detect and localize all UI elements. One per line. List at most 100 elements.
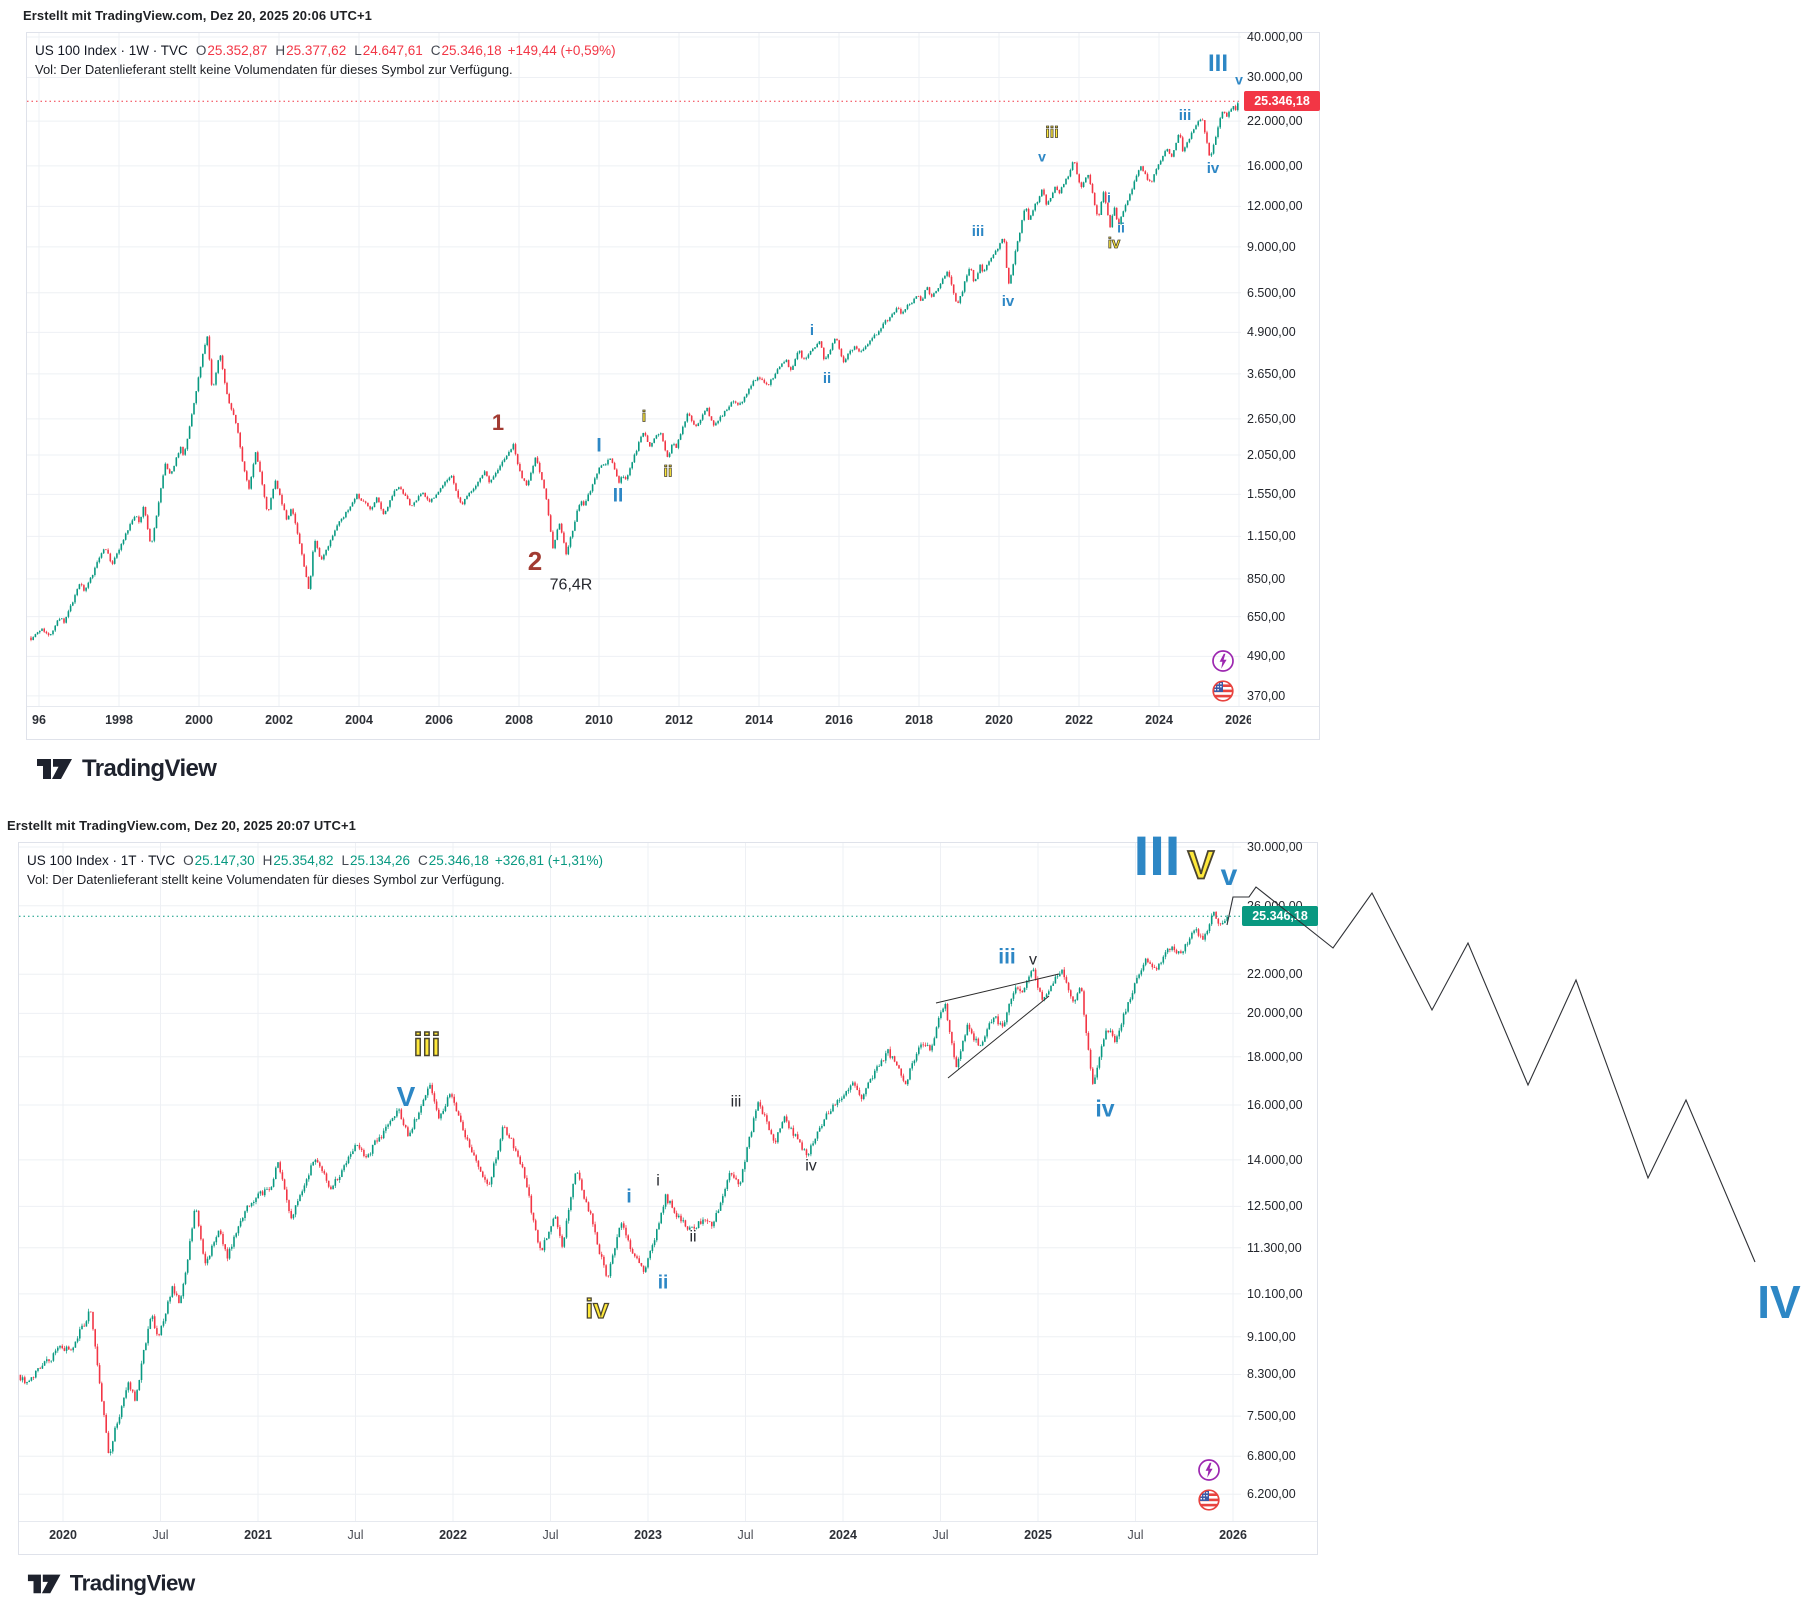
flash-events-icon [1212,650,1234,672]
time-axis-label: 2020 [985,713,1013,727]
tradingview-logo-mark [27,1574,61,1594]
tradingview-logo-mark [37,759,72,779]
time-axis-label: 2020 [49,1528,77,1542]
price-axis-label: 6.500,00 [1247,285,1296,300]
time-axis-label: 2026 [1219,1528,1247,1542]
up-candle-bodies [32,103,1239,640]
price-axis-label: 11.300,00 [1247,1240,1302,1255]
wave-label-iii: iii [1178,107,1192,125]
low-key: L [354,43,362,58]
wave-label-iv: iv [1107,235,1121,253]
price-axis-label: 22.000,00 [1247,114,1303,129]
wave-label-i: i [641,408,647,426]
daily-candlestick-plot [19,843,1241,1521]
price-axis-label: 12.000,00 [1247,199,1303,214]
time-axis-label: 2000 [185,713,213,727]
weekly-chart-widget: US 100 Index · 1W · TVC O25.352,87 H25.377… [26,30,1320,740]
chart2-time-axis: 2020 Jul 2021 Jul 2022 Jul 2023 Jul 2024 Jul 2025 J… [19,1522,1251,1550]
down-candle-bodies [30,106,1237,641]
price-axis-label: 14.000,00 [1247,1152,1303,1167]
close-key: C [418,853,428,868]
wave-label-iv: iv [585,1293,610,1325]
chart1-legend: US 100 Index · 1W · TVC O25.352,87 H25.377… [35,43,616,77]
price-axis-label: 850,00 [1247,571,1286,586]
open-key: O [183,853,194,868]
close-key: C [430,43,441,58]
wave-label-i: i [626,1186,632,1208]
open-value: 25.147,30 [194,853,255,868]
tradingview-logo-text: TradingView [82,755,217,782]
time-axis-label: Jul [932,1528,949,1542]
wave-label-v: V [396,1081,416,1113]
tradingview-logo-text: TradingView [69,1570,195,1597]
chart2-created-timestamp: Erstellt mit TradingView.com, Dez 20, 20… [7,818,356,833]
price-axis-label: 2.050,00 [1247,448,1296,463]
time-axis-label: 2026 [1225,713,1251,727]
wave-label-iii: III [1207,49,1229,77]
time-axis-label: 1998 [105,713,133,727]
up-candle-bodies [21,912,1228,1453]
chart1-created-timestamp: Erstellt mit TradingView.com, Dez 20, 20… [23,8,372,23]
wave-label-iii: iii [971,223,985,241]
price-axis-label: 9.000,00 [1247,239,1296,254]
wave-label-ii: ii [657,1272,669,1294]
price-axis-label: 6.800,00 [1247,1449,1296,1464]
wave-label-iii: iii [413,1026,441,1063]
time-axis-label: 2023 [634,1528,662,1542]
flash-events-icon [1198,1459,1220,1481]
tradingview-logo[interactable]: TradingView [36,754,217,784]
price-axis-label: 12.500,00 [1247,1199,1303,1214]
price-axis-label: 16.000,00 [1247,1098,1303,1113]
time-axis-label: 2012 [665,713,693,727]
time-axis-label: 2002 [265,713,293,727]
trend-line [947,995,1050,1079]
chart2-change: +326,81 (+1,31%) [494,853,603,868]
price-axis-label: 3.650,00 [1247,366,1296,381]
wave-label-ii: ii [689,1228,697,1246]
time-axis-label: 2010 [585,713,613,727]
time-axis-label: 2018 [905,713,933,727]
wave-label-ii: ii [822,370,832,388]
close-value: 25.346,18 [441,43,502,58]
price-axis-label: 490,00 [1247,649,1286,664]
wave-label-iv: iv [1095,1095,1115,1122]
price-axis-label: 7.500,00 [1247,1409,1296,1424]
low-key: L [341,853,349,868]
time-axis-label: Jul [1127,1528,1144,1542]
time-axis-label: 2024 [1145,713,1173,727]
wave-label-iii: III [1133,824,1181,888]
price-axis-label: 16.000,00 [1247,158,1303,173]
wave-label-iii: iii [730,1093,742,1111]
price-axis-label: 30.000,00 [1247,70,1303,85]
wave-label-iv: iv [1001,293,1015,311]
time-axis-label: 96 [32,713,46,727]
price-axis-label: 22.000,00 [1247,967,1303,982]
chart2-legend: US 100 Index · 1T · TVC O25.147,30 H25.354… [27,853,603,887]
wave-label-764r: 76,4R [549,576,593,594]
time-axis-label: 2006 [425,713,453,727]
us-flag-icon [1198,1489,1220,1511]
wave-label-i: i [1107,189,1111,206]
wave-label-v: V [1187,843,1215,888]
price-axis-label: 4.900,00 [1247,325,1296,340]
price-axis-label: 40.000,00 [1247,30,1303,44]
time-axis-label: 2014 [745,713,773,727]
open-key: O [195,43,207,58]
chart2-axis-icons [1198,1459,1220,1511]
price-axis-label: 1.550,00 [1247,487,1296,502]
down-candle-bodies [19,912,1222,1453]
time-axis-label: Jul [542,1528,559,1542]
price-axis-label: 650,00 [1247,609,1286,624]
time-axis-label: 2025 [1024,1528,1052,1542]
weekly-candlestick-plot [27,33,1241,706]
price-axis-label: 20.000,00 [1247,1006,1303,1021]
chart1-volume-note: Vol: Der Datenlieferant stellt keine Vol… [35,62,513,77]
tradingview-logo[interactable]: TradingView [27,1570,195,1598]
time-axis-label: 2024 [829,1528,857,1542]
time-axis-separator [27,706,1319,707]
time-axis-label: 2022 [1065,713,1093,727]
low-value: 24.647,61 [362,43,423,58]
wave-label-v: v [1220,859,1238,893]
down-candle-wicks [20,911,1221,1454]
price-axis-label: 18.000,00 [1247,1049,1303,1064]
